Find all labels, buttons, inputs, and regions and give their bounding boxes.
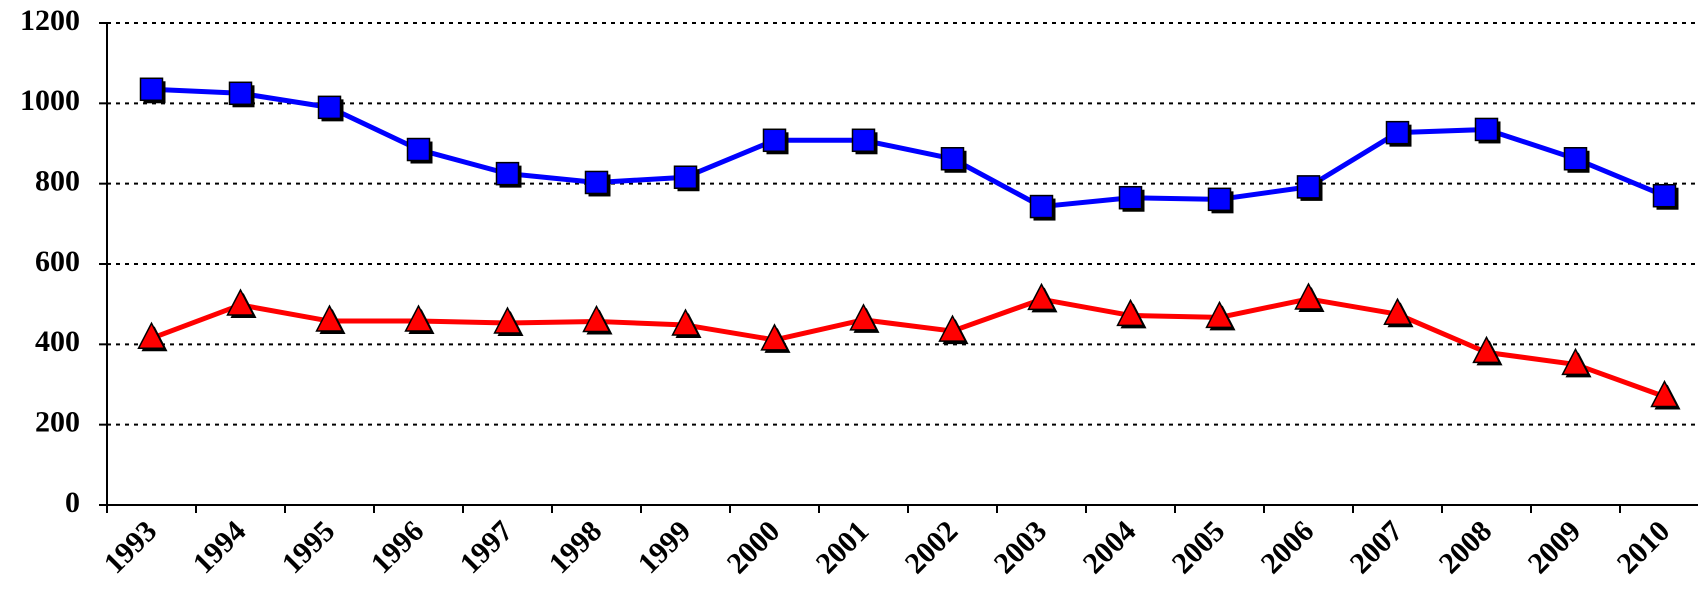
y-tick-label: 600 xyxy=(35,245,80,278)
data-point xyxy=(851,128,876,153)
data-point xyxy=(317,95,342,120)
x-tick-label: 2000 xyxy=(721,514,787,580)
y-tick-label: 1200 xyxy=(20,4,80,37)
data-point xyxy=(762,128,787,153)
data-point xyxy=(404,304,433,332)
data-point xyxy=(228,81,253,106)
data-point xyxy=(226,288,255,316)
x-tick-label: 2006 xyxy=(1255,514,1321,580)
series-1 xyxy=(139,77,1679,221)
data-point xyxy=(1029,194,1054,219)
y-tick-label: 1000 xyxy=(20,84,80,117)
data-point xyxy=(137,321,166,350)
x-tick-label: 1998 xyxy=(543,514,609,580)
data-point xyxy=(1205,300,1234,329)
y-tick-labels: 0 200 400 600 800 1000 1200 xyxy=(20,4,80,519)
x-tick-labels: 1993 1994 1995 1996 1997 1998 1999 2000 2001 2002… xyxy=(98,514,1677,580)
data-point xyxy=(1027,282,1056,311)
series-line xyxy=(150,296,1666,399)
data-point xyxy=(760,323,789,351)
x-tick-label: 2005 xyxy=(1166,514,1232,580)
data-point xyxy=(940,147,965,171)
x-tick-label: 2009 xyxy=(1522,514,1588,580)
data-point xyxy=(1296,175,1321,199)
series xyxy=(137,77,1681,410)
gridlines xyxy=(107,22,1698,426)
x-tick-label: 2007 xyxy=(1344,514,1410,580)
data-point xyxy=(315,304,344,332)
axes xyxy=(99,22,1698,513)
data-point xyxy=(1472,335,1501,364)
x-tick-label: 2002 xyxy=(899,514,965,580)
x-tick-label: 2003 xyxy=(988,514,1054,580)
x-tick-label: 1994 xyxy=(187,514,253,580)
data-point xyxy=(1563,147,1588,171)
data-point xyxy=(139,77,164,102)
y-tick-label: 800 xyxy=(35,165,80,198)
x-tick-label: 2004 xyxy=(1077,514,1143,580)
data-point xyxy=(582,304,611,333)
data-point xyxy=(1383,297,1412,325)
data-point xyxy=(493,306,522,334)
data-point xyxy=(1652,183,1677,208)
data-point xyxy=(495,161,520,186)
data-point xyxy=(673,165,698,189)
data-point xyxy=(1207,187,1232,212)
data-point xyxy=(1118,185,1143,210)
data-point xyxy=(938,314,967,342)
x-tick-label: 1999 xyxy=(632,514,698,580)
data-point xyxy=(849,303,878,331)
data-point xyxy=(1385,120,1410,145)
x-tick-label: 2008 xyxy=(1433,514,1499,580)
data-point xyxy=(1474,117,1499,142)
data-point xyxy=(584,170,609,195)
x-tick-label: 1996 xyxy=(365,514,431,580)
x-tick-label: 1995 xyxy=(276,514,342,580)
y-tick-label: 200 xyxy=(35,406,80,439)
data-point xyxy=(406,137,431,162)
x-tick-label: 2010 xyxy=(1611,514,1677,580)
data-point xyxy=(1650,379,1679,408)
data-point xyxy=(1116,298,1145,327)
x-tick-label: 2001 xyxy=(810,514,876,580)
series-2 xyxy=(137,282,1681,410)
series-line xyxy=(151,86,1666,210)
y-tick-label: 0 xyxy=(65,486,80,519)
y-tick-label: 400 xyxy=(35,325,80,358)
data-point xyxy=(1294,282,1323,310)
data-point xyxy=(671,308,700,336)
x-tick-label: 1993 xyxy=(98,514,164,580)
data-point xyxy=(1561,347,1590,376)
x-tick-label: 1997 xyxy=(454,514,520,580)
